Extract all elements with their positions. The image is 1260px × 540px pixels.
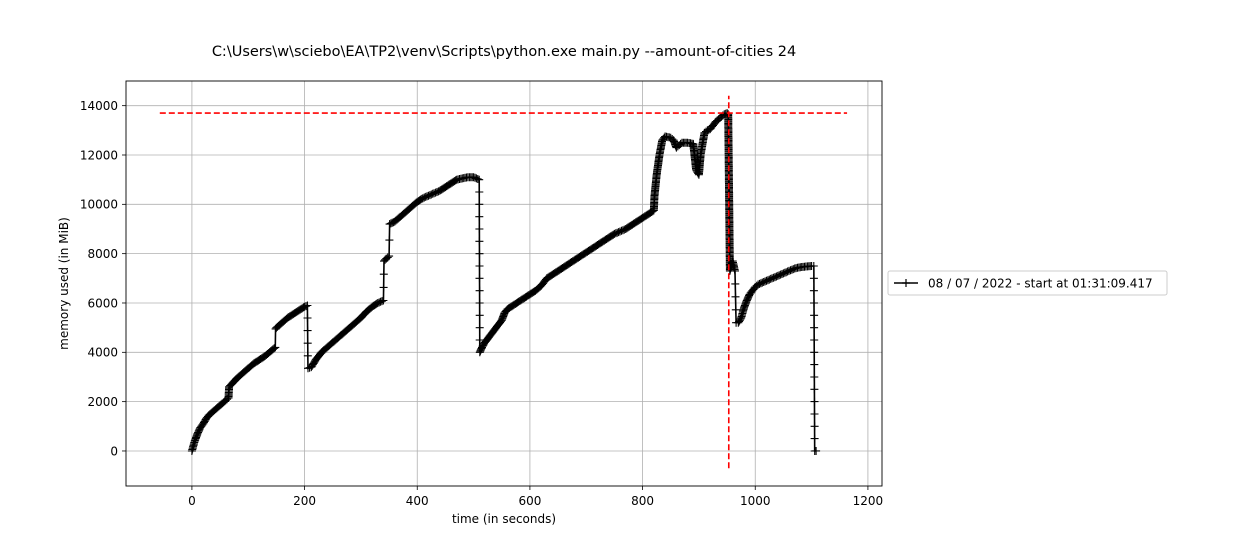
data-point-marker (475, 311, 484, 320)
data-point-marker (810, 360, 819, 369)
x-tick-label: 400 (406, 494, 429, 508)
y-tick-label: 8000 (87, 247, 118, 261)
data-point-marker (383, 253, 392, 262)
data-point-marker (270, 344, 279, 353)
y-axis-label: memory used (in MiB) (57, 217, 71, 350)
plot-background (126, 81, 882, 486)
data-point-marker (475, 175, 484, 184)
data-point-marker (810, 373, 819, 381)
data-point-marker (379, 283, 388, 292)
data-point-marker (475, 274, 484, 283)
plot-area (125, 80, 883, 487)
data-point-marker (271, 343, 280, 352)
data-point-marker (385, 252, 394, 261)
data-point-marker (303, 339, 312, 348)
data-point-marker (648, 207, 657, 216)
data-point-marker (379, 270, 388, 279)
data-point-marker (475, 286, 484, 295)
data-point-marker (303, 326, 312, 335)
y-tick-label: 6000 (87, 296, 118, 310)
x-tick-label: 600 (518, 494, 541, 508)
x-tick-label: 200 (293, 494, 316, 508)
data-point-marker (810, 348, 819, 357)
data-point-marker (302, 302, 310, 311)
legend-frame (887, 270, 1168, 296)
y-tick-label: 0 (110, 444, 118, 458)
data-point-marker (475, 200, 484, 209)
plot-frame (125, 80, 883, 487)
legend-marker (902, 279, 910, 287)
legend: 08 / 07 / 2022 - start at 01:31:09.417 (887, 270, 1168, 296)
reference-lines (159, 95, 848, 469)
data-point-marker (812, 446, 821, 455)
legend-entry-label: 08 / 07 / 2022 - start at 01:31:09.417 (928, 277, 1153, 291)
data-point-marker (379, 296, 388, 305)
y-tick-label: 12000 (80, 148, 118, 162)
data-point-marker (809, 262, 818, 270)
data-point-marker (475, 225, 484, 233)
data-point-marker (810, 336, 819, 344)
data-point-marker (475, 212, 484, 221)
data-point-marker (810, 385, 819, 394)
data-point-marker (496, 318, 505, 327)
data-point-marker (731, 292, 740, 301)
data-point-marker (304, 364, 312, 373)
data-point-marker (303, 314, 312, 322)
data-point-marker (475, 323, 484, 332)
data-point-marker (810, 410, 819, 418)
x-axis: 0 200 400 600 800 1000 1200 (188, 486, 883, 508)
data-point-marker (810, 311, 819, 320)
data-point-marker (303, 351, 312, 360)
y-tick-label: 14000 (80, 99, 118, 113)
data-point-marker (473, 175, 482, 183)
data-point-marker (731, 266, 739, 275)
data-point-marker (731, 279, 740, 288)
data-point-marker (810, 323, 819, 332)
data-point-marker (303, 301, 312, 310)
data-point-marker (810, 434, 819, 443)
data-point-marker (475, 188, 484, 196)
chart-title: C:\Users\w\sciebo\EA\TP2\venv\Scripts\py… (212, 44, 796, 60)
data-point-marker (475, 299, 484, 307)
y-gridlines (126, 105, 882, 452)
data-point-marker (810, 422, 819, 431)
y-tick-label: 10000 (80, 198, 118, 212)
data-point-marker (809, 274, 818, 283)
x-tick-label: 1000 (740, 494, 771, 508)
data-point-marker (809, 286, 818, 295)
data-point-marker (810, 299, 818, 307)
x-tick-label: 1200 (853, 494, 884, 508)
data-point-marker (385, 236, 394, 245)
data-point-marker (475, 237, 484, 246)
data-point-marker (810, 397, 819, 406)
data-point-marker (475, 249, 484, 258)
x-tick-label: 800 (631, 494, 654, 508)
y-axis: 0 2000 4000 6000 8000 10000 12000 14000 (80, 99, 126, 458)
data-point-marker (475, 336, 484, 344)
data-point-marker (731, 305, 740, 314)
data-point-marker (378, 297, 386, 306)
data-point-marker (475, 262, 484, 270)
x-tick-label: 0 (188, 494, 196, 508)
y-tick-label: 4000 (87, 346, 118, 360)
y-tick-label: 2000 (87, 395, 118, 409)
x-axis-label: time (in seconds) (452, 512, 556, 526)
